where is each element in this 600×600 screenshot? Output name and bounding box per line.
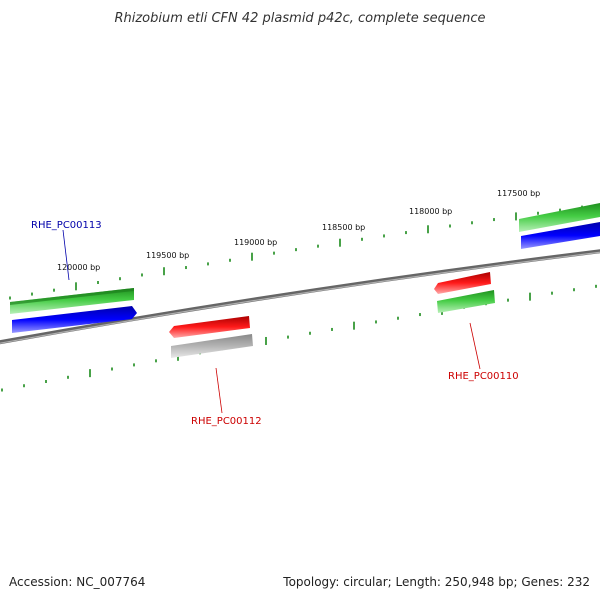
tick-label-117500: 117500 bp: [497, 189, 540, 198]
forward-cds-rhe-pc00113[interactable]: [12, 306, 137, 333]
accession-text: Accession: NC_007764: [9, 575, 146, 589]
map-title: Rhizobium etli CFN 42 plasmid p42c, comp…: [114, 11, 485, 26]
forward-orf-right[interactable]: [519, 203, 600, 232]
reverse-orf-gray[interactable]: [171, 334, 253, 358]
plasmid-backbone: [0, 249, 600, 345]
leader-rhe-pc00110: [469, 322, 481, 370]
forward-cds-right[interactable]: [521, 222, 600, 249]
forward-orf-left[interactable]: [10, 288, 134, 314]
reverse-cds-rhe-pc00110[interactable]: [434, 272, 491, 294]
topology-summary-text: Topology: circular; Length: 250,948 bp; …: [283, 575, 590, 589]
reverse-orf-green[interactable]: [437, 290, 495, 313]
tick-label-118000: 118000 bp: [409, 207, 452, 216]
tick-label-118500: 118500 bp: [322, 223, 365, 232]
tick-label-120000: 120000 bp: [57, 263, 100, 272]
leader-rhe-pc00112: [215, 367, 223, 414]
gene-label-rhe-pc00110[interactable]: RHE_PC00110: [448, 371, 519, 382]
gene-label-rhe-pc00112[interactable]: RHE_PC00112: [191, 416, 262, 427]
gene-label-rhe-pc00113[interactable]: RHE_PC00113: [31, 220, 102, 231]
plasmid-backbone-highlight: [0, 251, 600, 344]
ruler-ticks-outer: [9, 205, 583, 300]
tick-label-119500: 119500 bp: [146, 251, 189, 260]
reverse-cds-rhe-pc00112[interactable]: [169, 316, 250, 338]
tick-label-119000: 119000 bp: [234, 238, 277, 247]
leader-rhe-pc00113: [62, 229, 70, 281]
